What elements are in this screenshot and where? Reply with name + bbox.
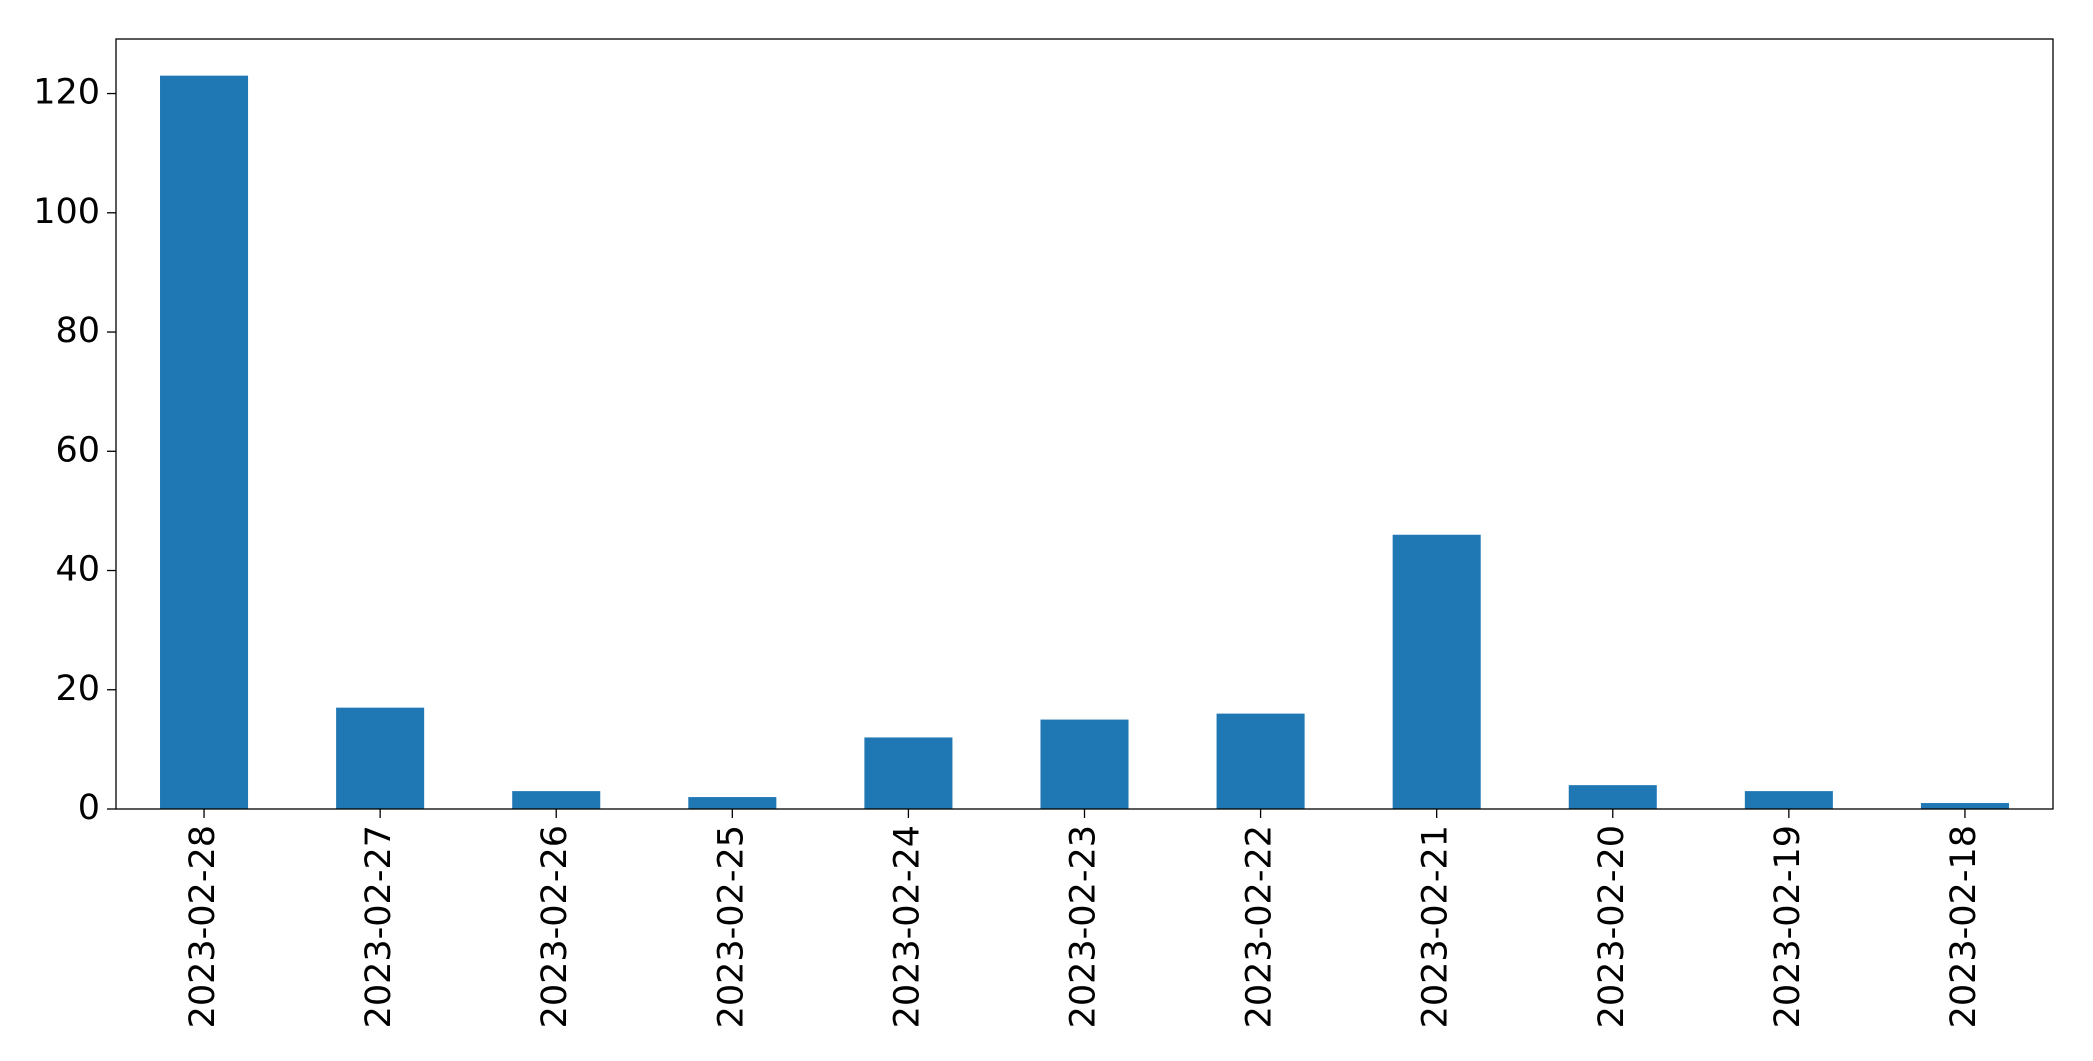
x-tick-label: 2023-02-21 xyxy=(1416,825,1456,1028)
x-tick-label: 2023-02-24 xyxy=(887,825,927,1028)
x-tick-label: 2023-02-25 xyxy=(711,825,751,1028)
bar xyxy=(864,737,953,809)
bar xyxy=(1568,785,1657,809)
bar xyxy=(160,75,249,809)
y-tick-label: 0 xyxy=(78,788,100,828)
x-tick-label: 2023-02-26 xyxy=(535,825,575,1028)
y-tick-label: 60 xyxy=(55,430,100,470)
plot-frame xyxy=(115,38,2054,810)
x-tick-label: 2023-02-20 xyxy=(1592,825,1632,1028)
x-tick-label: 2023-02-23 xyxy=(1064,825,1104,1028)
x-tick-label: 2023-02-22 xyxy=(1240,825,1280,1028)
bar xyxy=(336,707,425,809)
x-tick-label: 2023-02-28 xyxy=(183,825,223,1028)
bar xyxy=(1216,713,1305,809)
y-tick-label: 100 xyxy=(33,192,100,232)
bar xyxy=(1744,791,1833,809)
y-tick-label: 20 xyxy=(55,669,100,709)
bar xyxy=(1392,534,1481,809)
y-tick-label: 40 xyxy=(55,550,100,590)
bar xyxy=(512,791,601,809)
x-tick-label: 2023-02-18 xyxy=(1944,825,1984,1028)
y-tick-label: 80 xyxy=(55,311,100,351)
bar xyxy=(1040,719,1129,809)
x-tick-label: 2023-02-19 xyxy=(1768,825,1808,1028)
y-tick-label: 120 xyxy=(33,73,100,113)
bar xyxy=(688,797,777,809)
bar xyxy=(1920,803,2009,809)
x-tick-label: 2023-02-27 xyxy=(359,825,399,1028)
